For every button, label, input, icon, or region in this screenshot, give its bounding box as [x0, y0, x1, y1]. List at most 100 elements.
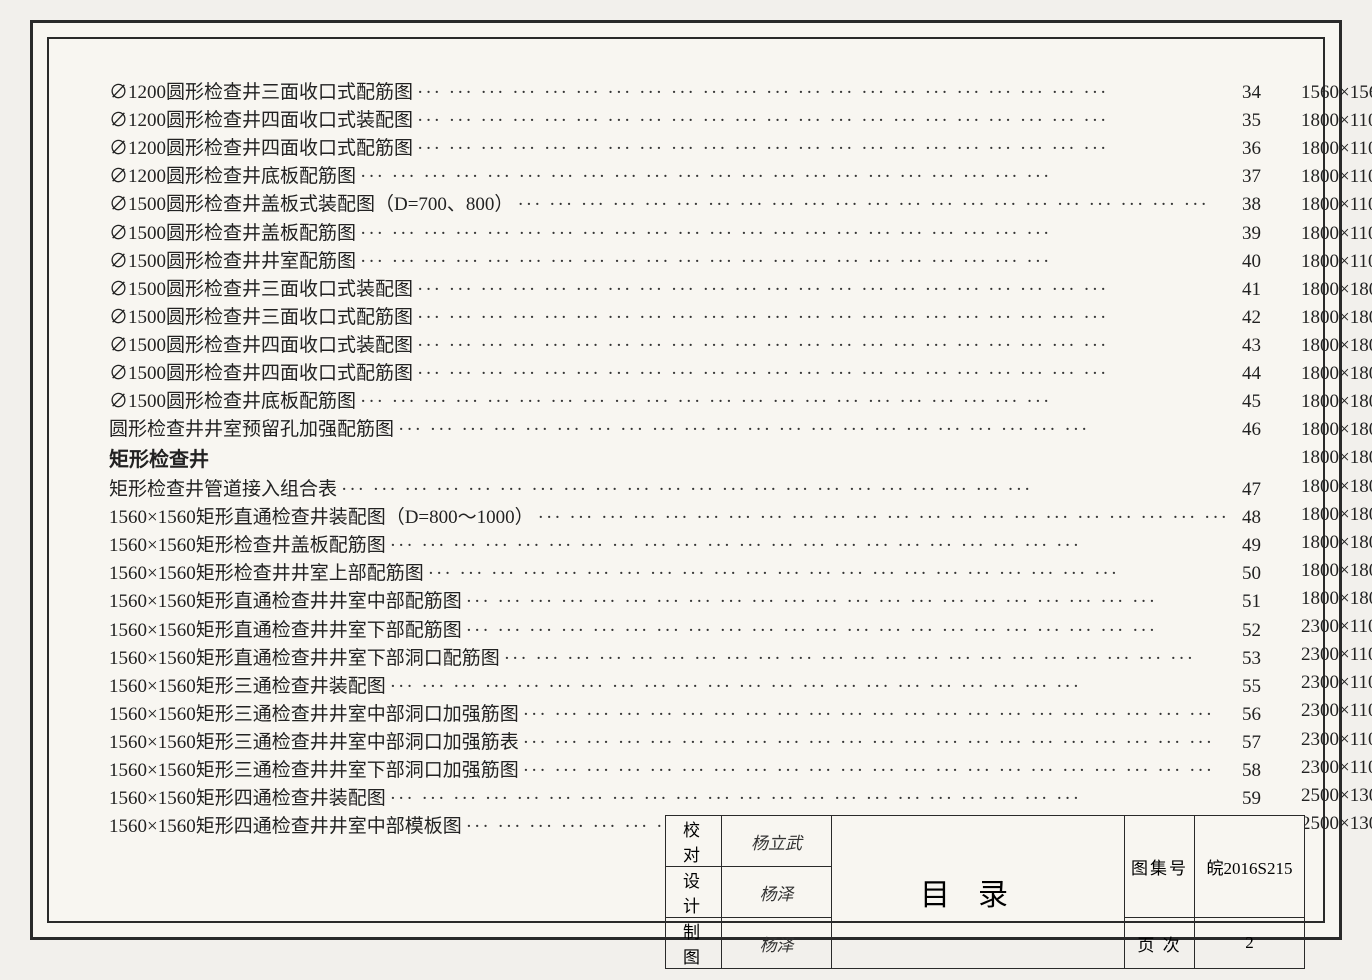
toc-line: 1560×1560矩形三通检查井井室中部洞口加强筋表··· ··· ··· ··… — [109, 729, 1261, 757]
toc-entry-page: 34 — [1233, 79, 1261, 107]
toc-entry-title: 2500×1300矩形检查井盖板配筋图 — [1301, 810, 1372, 838]
toc-entry-title: ∅1500圆形检查井盖板配筋图 — [109, 220, 356, 248]
toc-leader-dots: ··· ··· ··· ··· ··· ··· ··· ··· ··· ··· … — [386, 785, 1233, 813]
toc-leader-dots: ··· ··· ··· ··· ··· ··· ··· ··· ··· ··· … — [356, 248, 1233, 276]
toc-leader-dots: ··· ··· ··· ··· ··· ··· ··· ··· ··· ··· … — [413, 79, 1233, 107]
toc-leader-dots: ··· ··· ··· ··· ··· ··· ··· ··· ··· ··· … — [386, 532, 1233, 560]
toc-entry-title: 2300×1100矩形直通检查井井室下部洞口配筋图 — [1301, 754, 1372, 782]
toc-entry-title: ∅1500圆形检查井井室配筋图 — [109, 248, 356, 276]
toc-entry-title: 1800×1800矩形三通检查井井室下部洞口加强配筋图 — [1301, 501, 1372, 529]
toc-entry-page: 40 — [1233, 248, 1261, 276]
toc-entry-title: 1800×1800矩形三通检查井井室中部预留孔加强筋表 — [1301, 473, 1372, 501]
toc-entry-title: 1800×1800矩形四通检查井井室中部模板图 — [1301, 557, 1372, 585]
toc-content: ∅1200圆形检查井三面收口式配筋图··· ··· ··· ··· ··· ··… — [109, 79, 1283, 841]
toc-line: 1560×1560矩形直通检查井井室下部洞口配筋图··· ··· ··· ···… — [109, 645, 1261, 673]
toc-entry-title: 2300×1100矩形检查井盖板配筋图 — [1301, 641, 1372, 669]
tb-label-draw: 制 图 — [666, 918, 722, 969]
toc-entry-title: 1800×1100矩形检查井井室上部配筋图 — [1301, 163, 1372, 191]
toc-leader-dots: ··· ··· ··· ··· ··· ··· ··· ··· ··· ··· … — [413, 107, 1233, 135]
toc-entry-page: 51 — [1233, 588, 1261, 616]
toc-line: 1800×1100矩形检查井井室上部配筋图··· ··· ··· ··· ···… — [1301, 163, 1372, 191]
toc-entry-page: 35 — [1233, 107, 1261, 135]
toc-entry-page: 57 — [1233, 729, 1261, 757]
toc-leader-dots: ··· ··· ··· ··· ··· ··· ··· ··· ··· ··· … — [519, 757, 1233, 785]
toc-leader-dots: ··· ··· ··· ··· ··· ··· ··· ··· ··· ··· … — [424, 560, 1233, 588]
toc-line: ∅1500圆形检查井三面收口式装配图··· ··· ··· ··· ··· ··… — [109, 276, 1261, 304]
toc-entry-title: 圆形检查井井室预留孔加强配筋图 — [109, 416, 394, 444]
toc-column-right: 1560×1560矩形四通检查井井室下部模板图··· ··· ··· ··· ·… — [1301, 79, 1372, 841]
toc-entry-page: 46 — [1233, 416, 1261, 444]
toc-entry-title: 矩形检查井管道接入组合表 — [109, 476, 337, 504]
toc-line: ∅1500圆形检查井四面收口式装配图··· ··· ··· ··· ··· ··… — [109, 332, 1261, 360]
toc-line: 1800×1100矩形检查井盖板配筋图··· ··· ··· ··· ··· ·… — [1301, 135, 1372, 163]
tb-label-check: 校 对 — [666, 816, 722, 867]
toc-line: 1560×1560矩形直通检查井井室下部配筋图··· ··· ··· ··· ·… — [109, 617, 1261, 645]
toc-leader-dots: ··· ··· ··· ··· ··· ··· ··· ··· ··· ··· … — [386, 673, 1233, 701]
toc-entry-title: ∅1200圆形检查井四面收口式配筋图 — [109, 135, 413, 163]
toc-entry-title: ∅1500圆形检查井盖板式装配图（D=700、800） — [109, 191, 513, 219]
toc-entry-title: 1800×1100矩形直通检查井井室下部洞口配筋图 — [1301, 248, 1372, 276]
toc-entry-page: 39 — [1233, 220, 1261, 248]
toc-line: 1800×1100矩形直通检查井装配图（D=1000～1200）··· ··· … — [1301, 107, 1372, 135]
toc-leader-dots: ··· ··· ··· ··· ··· ··· ··· ··· ··· ··· … — [413, 304, 1233, 332]
tb-sig-check: 杨立武 — [722, 816, 832, 867]
toc-entry-title: ∅1200圆形检查井四面收口式装配图 — [109, 107, 413, 135]
toc-line: 矩形检查井管道接入组合表··· ··· ··· ··· ··· ··· ··· … — [109, 476, 1261, 504]
toc-line: 2300×1100矩形直通检查井井室下部洞口配筋图··· ··· ··· ···… — [1301, 754, 1372, 782]
toc-leader-dots: ··· ··· ··· ··· ··· ··· ··· ··· ··· ··· … — [394, 416, 1233, 444]
toc-line: ∅1200圆形检查井三面收口式配筋图··· ··· ··· ··· ··· ··… — [109, 79, 1261, 107]
toc-line: 2300×1100矩形直通检查井井室中部配筋图··· ··· ··· ··· ·… — [1301, 697, 1372, 725]
toc-line: ∅1200圆形检查井底板配筋图··· ··· ··· ··· ··· ··· ·… — [109, 163, 1261, 191]
toc-leader-dots: ··· ··· ··· ··· ··· ··· ··· ··· ··· ··· … — [413, 360, 1233, 388]
toc-line: 1800×1800矩形三通检查井井室下部洞口配筋图··· ··· ··· ···… — [1301, 416, 1372, 444]
toc-entry-title: ∅1500圆形检查井四面收口式装配图 — [109, 332, 413, 360]
toc-line: 2300×1100矩形检查井盖板配筋图··· ··· ··· ··· ··· ·… — [1301, 641, 1372, 669]
toc-entry-title: 1800×1800矩形三通检查井井室下部洞口配筋图 — [1301, 416, 1372, 444]
toc-column-left: ∅1200圆形检查井三面收口式配筋图··· ··· ··· ··· ··· ··… — [109, 79, 1261, 841]
toc-line: 1800×1800矩形三通检查井装配图（D=1000～1200）··· ··· … — [1301, 276, 1372, 304]
toc-entry-title: 1560×1560矩形三通检查井井室下部洞口加强筋图 — [109, 757, 519, 785]
toc-entry-page: 55 — [1233, 673, 1261, 701]
toc-entry-page: 44 — [1233, 360, 1261, 388]
tb-key-atlas: 图集号 — [1125, 816, 1195, 918]
toc-entry-title: 1800×1100矩形直通检查井井室中部配筋图 — [1301, 191, 1372, 219]
toc-entry-page: 42 — [1233, 304, 1261, 332]
toc-entry-title: ∅1500圆形检查井三面收口式配筋图 — [109, 304, 413, 332]
toc-line: 1800×1800矩形三通检查井井室中部洞口加强配筋图··· ··· ··· ·… — [1301, 444, 1372, 472]
toc-entry-title: 1560×1560矩形三通检查井装配图 — [109, 673, 386, 701]
toc-line: ∅1500圆形检查井盖板式装配图（D=700、800）··· ··· ··· ·… — [109, 191, 1261, 219]
toc-leader-dots: ··· ··· ··· ··· ··· ··· ··· ··· ··· ··· … — [519, 701, 1233, 729]
toc-entry-title: 1560×1560矩形直通检查井井室下部配筋图 — [109, 617, 462, 645]
toc-entry-title: 2300×1100矩形直通检查井装配图（D=1400～1600） — [1301, 613, 1372, 641]
toc-line: 1800×1800矩形检查井盖板配筋图··· ··· ··· ··· ··· ·… — [1301, 304, 1372, 332]
tb-key-pageno: 页 次 — [1125, 918, 1195, 969]
toc-line: 圆形检查井井室预留孔加强配筋图··· ··· ··· ··· ··· ··· ·… — [109, 416, 1261, 444]
toc-leader-dots: ··· ··· ··· ··· ··· ··· ··· ··· ··· ··· … — [413, 276, 1233, 304]
toc-entry-title: 1560×1560矩形四通检查井井室下部模板图 — [1301, 79, 1372, 107]
toc-entry-title: 1560×1560矩形直通检查井井室中部配筋图 — [109, 588, 462, 616]
toc-entry-title: 1800×1800矩形三通检查井井室中部洞口加强配筋图 — [1301, 444, 1372, 472]
toc-section-heading: 矩形检查井 — [109, 446, 1261, 476]
toc-entry-page: 58 — [1233, 757, 1261, 785]
toc-entry-title: 1800×1100矩形检查井盖板配筋图 — [1301, 135, 1372, 163]
toc-leader-dots: ··· ··· ··· ··· ··· ··· ··· ··· ··· ··· … — [356, 163, 1233, 191]
toc-entry-title: 2300×1100矩形检查井井室上部配筋图 — [1301, 669, 1372, 697]
toc-line: 1560×1560矩形三通检查井井室中部洞口加强筋图··· ··· ··· ··… — [109, 701, 1261, 729]
toc-entry-page: 49 — [1233, 532, 1261, 560]
toc-line: ∅1500圆形检查井底板配筋图··· ··· ··· ··· ··· ··· ·… — [109, 388, 1261, 416]
title-block-table: 校 对 杨立武 目录 图集号 皖2016S215 设 计 杨泽 制 图 杨泽 页… — [665, 815, 1305, 969]
toc-line: 1800×1100矩形直通检查井井室下部洞口配筋图··· ··· ··· ···… — [1301, 248, 1372, 276]
toc-entry-title: ∅1500圆形检查井三面收口式装配图 — [109, 276, 413, 304]
toc-line: 1560×1560矩形四通检查井装配图··· ··· ··· ··· ··· ·… — [109, 785, 1261, 813]
tb-big-title: 目录 — [832, 816, 1125, 969]
toc-line: 1560×1560矩形检查井井室上部配筋图··· ··· ··· ··· ···… — [109, 560, 1261, 588]
toc-line: 2300×1100矩形直通检查井井室下部配筋图··· ··· ··· ··· ·… — [1301, 726, 1372, 754]
toc-entry-title: 1560×1560矩形检查井盖板配筋图 — [109, 532, 386, 560]
toc-entry-page: 45 — [1233, 388, 1261, 416]
title-block: 校 对 杨立武 目录 图集号 皖2016S215 设 计 杨泽 制 图 杨泽 页… — [665, 815, 1305, 903]
toc-entry-title: 1800×1800矩形三通检查井井室下部配筋图 — [1301, 388, 1372, 416]
toc-line: 1560×1560矩形三通检查井装配图··· ··· ··· ··· ··· ·… — [109, 673, 1261, 701]
toc-entry-title: 2500×1300矩形直通检查井装配图（D=1800） — [1301, 782, 1372, 810]
toc-entry-page: 56 — [1233, 701, 1261, 729]
toc-entry-title: 2300×1100矩形直通检查井井室下部配筋图 — [1301, 726, 1372, 754]
